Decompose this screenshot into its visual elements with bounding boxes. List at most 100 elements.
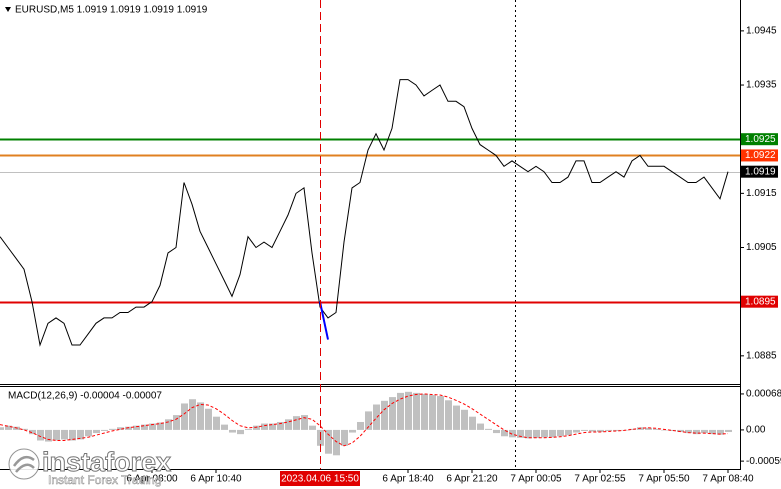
histogram-bar (173, 415, 180, 430)
histogram-bar (701, 429, 708, 434)
histogram-bar (133, 425, 140, 430)
histogram-bar (213, 416, 220, 430)
y-tick-label: 1.0885 (746, 350, 777, 361)
x-tick-label: 6 Apr 10:40 (190, 474, 242, 485)
histogram-bar (117, 427, 124, 430)
level-label: 1.0922 (745, 150, 776, 161)
histogram-bar (709, 429, 716, 435)
histogram-bar (85, 429, 92, 437)
histogram-bar (645, 427, 652, 430)
crosshair-label-bg (280, 471, 360, 486)
histogram-bar (581, 429, 588, 431)
level-label: 1.0895 (745, 296, 776, 307)
histogram-bar (325, 429, 332, 454)
histogram-bar (341, 429, 348, 446)
histogram-bar (381, 400, 388, 430)
menu-arrow (5, 7, 11, 12)
histogram-bar (365, 411, 372, 430)
histogram-bar (669, 429, 676, 431)
histogram-bar (397, 392, 404, 430)
histogram-bar (37, 429, 44, 441)
histogram-bar (45, 429, 52, 442)
histogram-bar (517, 429, 524, 438)
histogram-bar (197, 402, 204, 430)
y-tick-label: -0.00059 (746, 456, 781, 467)
histogram-bar (429, 394, 436, 430)
histogram-bar (53, 429, 60, 441)
x-tick-label: 7 Apr 08:40 (702, 474, 754, 485)
logo-name: instaforex (42, 447, 171, 477)
histogram-bar (717, 429, 724, 435)
histogram-bar (493, 429, 500, 434)
logo-tagline: Instant Forex Trading (48, 473, 161, 487)
level-label: 1.0919 (745, 166, 776, 177)
histogram-bar (445, 400, 452, 430)
logo-icon-mark (12, 455, 35, 473)
x-tick-label: 6 Apr 18:40 (382, 474, 434, 485)
histogram-bar (277, 421, 284, 430)
x-tick-label: 7 Apr 02:55 (574, 474, 626, 485)
histogram-bar (725, 429, 732, 433)
histogram-bar (0, 427, 4, 430)
histogram-bar (501, 429, 508, 437)
histogram-bar (93, 429, 100, 434)
histogram-bar (469, 416, 476, 430)
histogram-bar (29, 429, 36, 435)
histogram-bar (693, 429, 700, 435)
y-tick-label: 1.0935 (746, 80, 777, 91)
histogram-bar (149, 423, 156, 430)
histogram-bar (253, 425, 260, 430)
histogram-bar (373, 404, 380, 430)
price-line (0, 79, 729, 347)
histogram-bar (565, 429, 572, 436)
histogram-bar (165, 419, 172, 430)
histogram-bar (229, 429, 236, 433)
histogram-bar (525, 429, 532, 439)
histogram-bar (205, 408, 212, 430)
y-tick-label: 1.0915 (746, 188, 777, 199)
x-tick-label: 6 Apr 21:20 (446, 474, 498, 485)
histogram-bar (653, 428, 660, 430)
histogram-bar (437, 396, 444, 430)
logo-icon (8, 448, 40, 480)
histogram-bar (77, 429, 84, 440)
x-tick-label: 6 Apr 08:00 (126, 474, 178, 485)
histogram-bar (125, 426, 132, 430)
histogram-bar (293, 416, 300, 430)
histogram-bar (405, 391, 412, 430)
price-line (319, 301, 329, 340)
histogram-bar (557, 429, 564, 437)
histogram-bar (461, 409, 468, 430)
histogram-bar (157, 422, 164, 430)
histogram-bar (101, 429, 108, 431)
level-label-bg (741, 133, 778, 146)
histogram-bar (677, 429, 684, 433)
histogram-bar (357, 421, 364, 430)
x-tick-label: 7 Apr 05:50 (638, 474, 690, 485)
x-tick-label: 7 Apr 00:05 (510, 474, 562, 485)
histogram-bar (477, 423, 484, 430)
histogram-bar (285, 419, 292, 430)
histogram-bar (389, 397, 396, 430)
histogram-bar (597, 429, 604, 433)
histogram-bar (589, 429, 596, 432)
histogram-bar (181, 403, 188, 430)
histogram-bar (549, 429, 556, 438)
histogram-bar (533, 429, 540, 438)
histogram-bar (237, 429, 244, 435)
histogram-bar (69, 429, 76, 441)
histogram-bar (453, 405, 460, 430)
chart-title: EURUSD,M5 1.0919 1.0919 1.0919 1.0919 (15, 5, 208, 16)
histogram-bar (5, 425, 12, 430)
histogram-bar (413, 392, 420, 430)
histogram-bar (573, 429, 580, 433)
y-tick-label: 1.0905 (746, 242, 777, 253)
level-label: 1.0925 (745, 134, 776, 145)
plot-area: 1.0885 1.0905 1.0915 1.0935 1.0945 1.0925 1.09… (0, 26, 781, 485)
histogram-bar (629, 428, 636, 430)
histogram-bar (61, 429, 68, 440)
level-label-bg (741, 295, 778, 308)
histogram-bar (661, 429, 668, 431)
histogram-bar (109, 428, 116, 430)
